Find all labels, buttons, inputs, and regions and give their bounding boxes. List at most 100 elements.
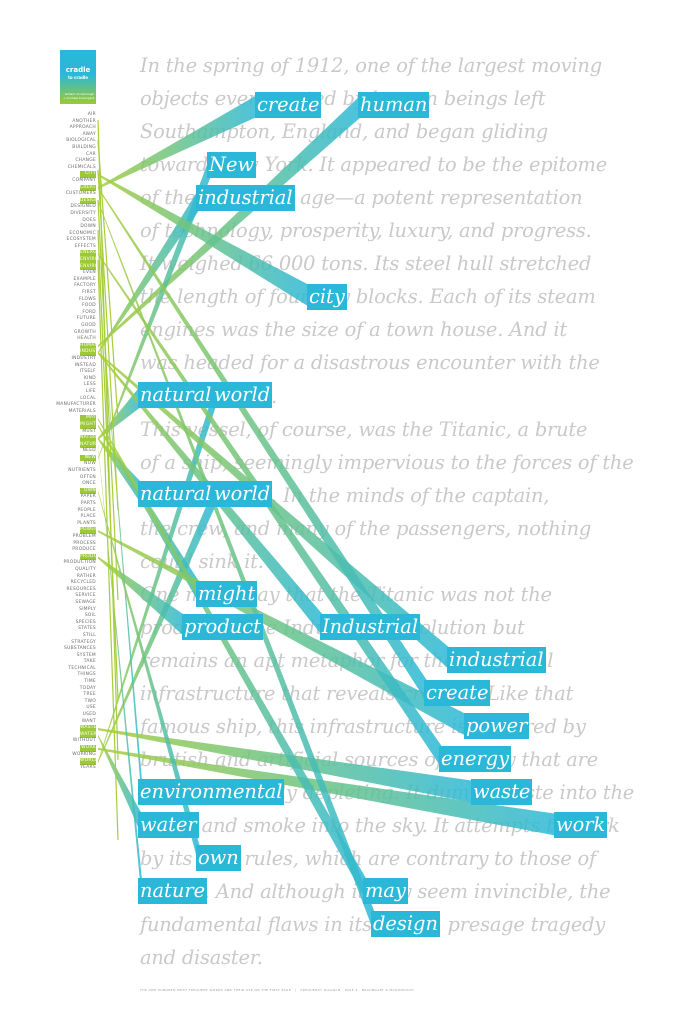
thin-strand <box>97 229 119 701</box>
highlight-work: work <box>554 812 608 838</box>
word-list-item: THINGS <box>77 672 96 678</box>
highlight-new: New <box>207 152 257 178</box>
word-list-item: NATURAL <box>80 435 103 442</box>
word-list-item: CHEMICALS <box>67 164 96 170</box>
word-list-item: LIFE <box>85 388 96 394</box>
word-list-item: MIGHT <box>80 421 96 429</box>
word-list-item: BUILDING <box>72 144 96 150</box>
highlight-design: design <box>371 911 440 937</box>
footer: THE ONE HUNDRED MOST FREQUENT WORDS AND … <box>140 988 414 992</box>
word-list-item: FACTORY <box>74 283 96 289</box>
word-list-item: INDUSTRIAL <box>80 349 110 356</box>
word-list-item: FORD <box>82 309 96 315</box>
word-list-item: LOCAL <box>80 395 96 401</box>
word-list-item: DOES <box>82 217 96 223</box>
highlight-create: create <box>424 680 491 706</box>
ribbon-world <box>98 384 216 764</box>
word-list-item: NATURE <box>80 441 100 449</box>
word-list-item: CREATE <box>80 184 99 192</box>
word-list-item: PRODUCT <box>80 553 104 561</box>
highlight-energy: energy <box>439 746 512 772</box>
word-list-item: CHANGE <box>75 158 96 164</box>
ribbon-water <box>98 734 142 836</box>
word-list-item: PROBLEM <box>72 534 96 539</box>
highlight-water: water <box>138 812 199 838</box>
word-list-item: STATES <box>78 626 96 632</box>
thin-strand <box>97 139 119 421</box>
word-list-item: SEWAGE <box>75 599 96 605</box>
word-list-item: HEALTH <box>77 336 96 342</box>
text-line: of technology, prosperity, luxury, and p… <box>140 219 592 243</box>
highlight-natural: natural <box>138 382 214 408</box>
word-list-item: WORKING <box>72 751 96 757</box>
book-logo: cradle to cradle william mcdonough + mic… <box>60 50 96 104</box>
text-line: of a ship, seemingly impervious to the f… <box>140 450 634 474</box>
word-list-item: USED <box>82 712 96 718</box>
word-list-item: AIR <box>87 112 96 117</box>
word-list-item: SERVICE <box>75 593 96 599</box>
word-list-item: TIME <box>84 679 96 685</box>
word-list-item: DOWN <box>80 224 96 230</box>
word-list-item: WORK <box>80 745 96 752</box>
text-line: In the spring of 1912, one of the larges… <box>140 54 602 77</box>
word-list-item: FIRST <box>82 290 96 296</box>
ribbon-may <box>98 417 367 902</box>
highlight-product: product <box>182 614 263 640</box>
word-list-item: CAR <box>85 151 96 157</box>
word-list-item: QUALITY <box>75 566 96 572</box>
logo-title: cradle to cradle <box>62 67 94 81</box>
footer-right: FREQUENCY DIAGRAM · PAGE 3 · BRAUNGART &… <box>300 988 414 992</box>
ribbon-work <box>98 747 558 836</box>
word-list-item: WASTE <box>80 725 97 732</box>
word-list-item: FUTURE <box>76 316 96 322</box>
text-line: by its own rules, which are contrary to … <box>140 847 597 871</box>
word-list-item: NEW <box>80 454 96 462</box>
ribbon-create <box>98 94 259 189</box>
word-list-item: OFTEN <box>79 474 96 480</box>
highlight-environmental: environmental <box>138 779 285 805</box>
text-line: was headed for a disastrous encounter wi… <box>140 351 600 375</box>
word-list-item: WANT <box>81 718 96 724</box>
word-list-item: SYSTEM <box>76 652 96 658</box>
word-list-item: PROCESS <box>73 540 96 546</box>
word-list-item: NOW <box>84 461 96 467</box>
word-list-item: CUSTOMERS <box>65 191 96 197</box>
word-list-item: TWO <box>84 698 96 704</box>
word-list-item: GROWTH <box>73 329 96 335</box>
word-list-item: TAKE <box>83 659 96 665</box>
highlight-world: world <box>212 481 273 507</box>
word-list-item: USE <box>86 705 96 711</box>
word-list-item: ONCE <box>82 481 96 487</box>
word-list-item: MANUFACTURER <box>56 402 96 408</box>
word-list-item: NUTRIENTS <box>68 468 96 474</box>
word-list-item: CITY <box>80 171 96 178</box>
word-list-item: STILL <box>82 632 96 638</box>
word-list-item: DESIGN <box>80 197 99 205</box>
word-list-item: PLANTS <box>77 520 96 526</box>
thin-strand <box>97 119 119 761</box>
highlight-natural: natural <box>138 481 214 507</box>
ribbon-product <box>98 556 186 638</box>
ribbon-own <box>98 490 200 869</box>
word-list-item: PRODUCTION <box>63 560 96 566</box>
word-list-item: EVEN <box>82 270 96 276</box>
ribbon-create <box>98 186 428 704</box>
word-list-item: FLOWS <box>79 296 96 302</box>
footer-left: THE ONE HUNDRED MOST FREQUENT WORDS AND … <box>140 988 291 992</box>
word-list-item: TODAY <box>79 685 96 691</box>
highlight-power: power <box>464 713 530 739</box>
word-list-item: HUMAN <box>80 342 99 350</box>
highlight-might: might <box>196 581 258 607</box>
highlight-waste: waste <box>471 779 533 805</box>
word-list-item: RECYCLED <box>70 580 96 586</box>
word-list-item: BIOLOGICAL <box>66 138 96 144</box>
word-list-item: ENERGY <box>80 250 100 258</box>
word-list-item: PRODUCE <box>72 547 96 553</box>
ribbon-waste <box>98 728 475 803</box>
ribbon-environmental <box>98 266 142 804</box>
word-list-item: ANOTHER <box>72 118 96 124</box>
word-list-item: WATER <box>80 731 97 739</box>
highlight-create: create <box>255 92 322 118</box>
